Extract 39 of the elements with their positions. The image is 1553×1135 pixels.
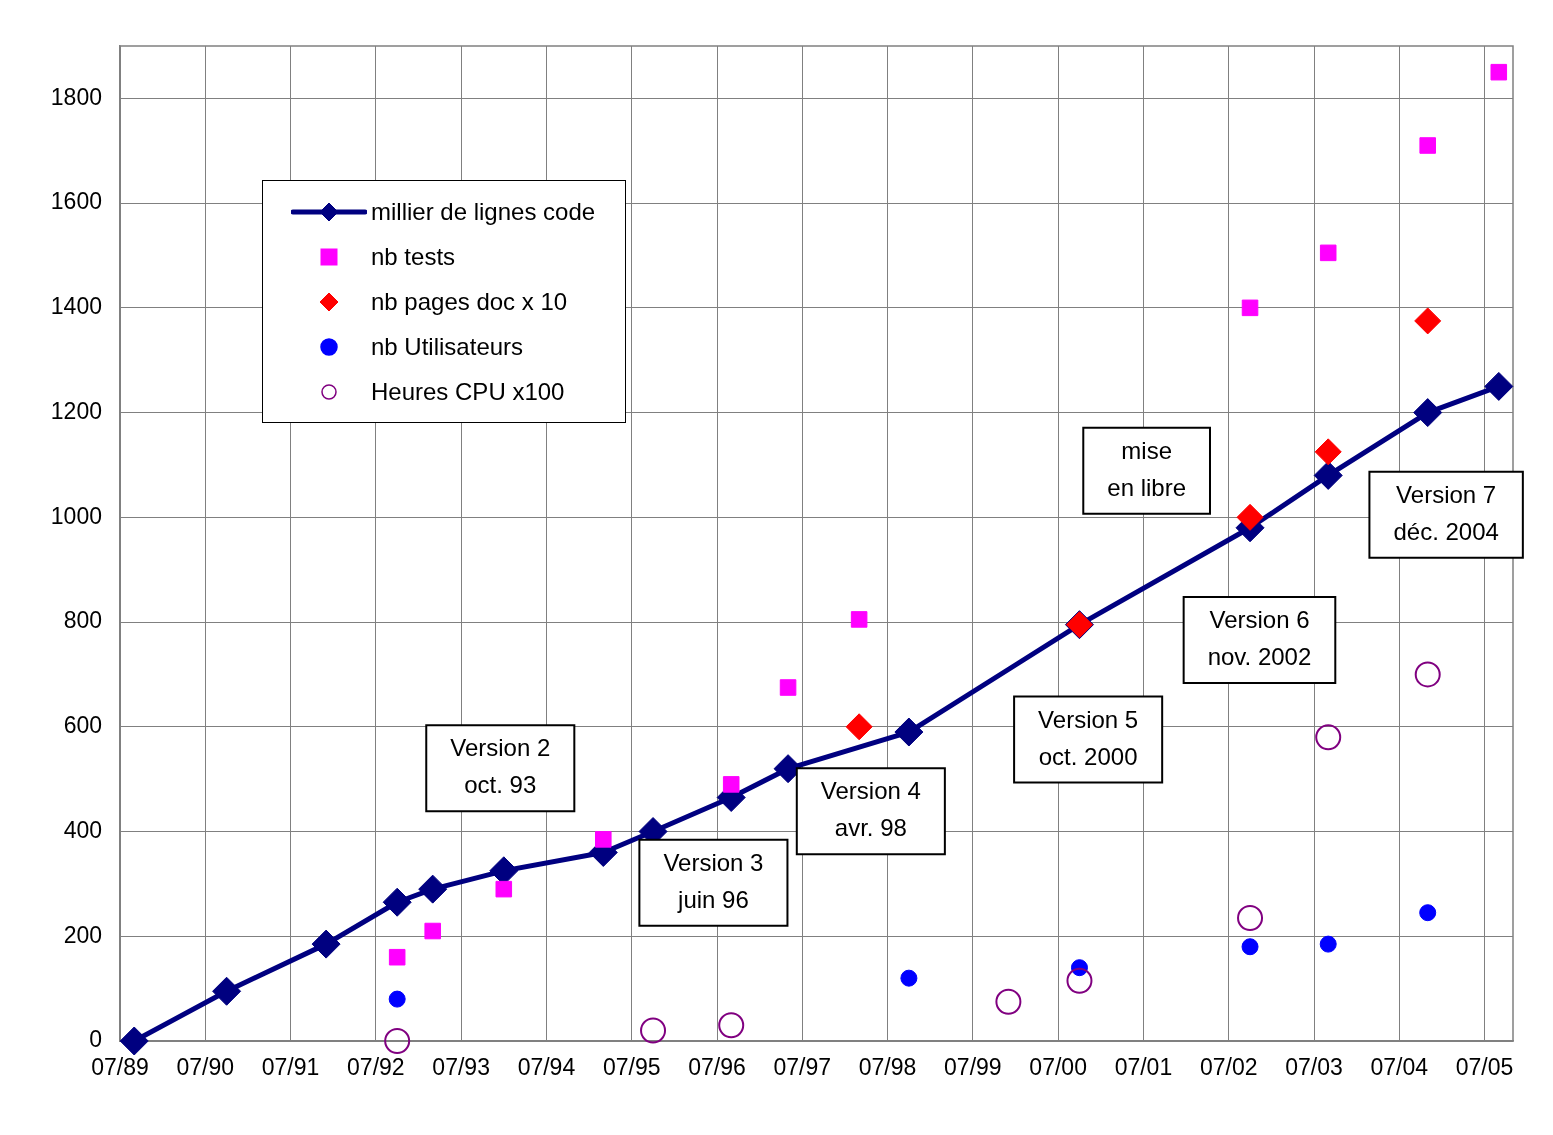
annotation: Version 6 nov. 2002 [1207,606,1312,671]
annotation: mise en libre [1107,436,1186,501]
x-tick-label: 07/97 [773,1054,832,1081]
legend-label: nb tests [371,242,456,271]
x-tick-label: 07/96 [688,1054,746,1081]
x-tick-label: 07/04 [1370,1054,1429,1081]
y-tick-label: 200 [63,921,102,948]
y-tick-label: 800 [63,607,102,634]
x-tick-label: 07/92 [347,1054,405,1081]
legend-label: Heures CPU x100 [371,377,565,406]
y-tick-label: 1800 [50,83,102,110]
legend-label: millier de lignes code [371,197,596,226]
legend-label: nb pages doc x 10 [371,287,568,316]
x-tick-label: 07/89 [91,1054,149,1081]
x-tick-label: 07/01 [1114,1054,1173,1081]
x-tick-label: 07/91 [261,1054,320,1081]
x-tick-label: 07/03 [1285,1054,1343,1081]
y-tick-label: 400 [63,816,102,843]
annotation: Version 5 oct. 2000 [1038,705,1139,770]
x-tick-label: 07/90 [176,1054,235,1081]
y-tick-label: 1200 [50,397,102,424]
x-tick-label: 07/98 [858,1054,917,1081]
x-tick-label: 07/93 [432,1054,490,1081]
x-tick-label: 07/05 [1455,1054,1514,1081]
annotation: Version 3 juin 96 [663,848,764,913]
annotation: Version 4 avr. 98 [820,777,921,842]
y-tick-label: 1000 [50,502,102,529]
y-tick-label: 0 [89,1026,102,1053]
y-tick-label: 1600 [50,188,102,215]
x-tick-label: 07/94 [517,1054,576,1081]
x-tick-label: 07/95 [602,1054,661,1081]
x-tick-label: 07/00 [1029,1054,1087,1081]
x-tick-label: 07/99 [944,1054,1002,1081]
legend-label: nb Utilisateurs [371,332,524,361]
annotation: Version 2 oct. 93 [450,734,551,799]
x-tick-label: 07/02 [1199,1054,1258,1081]
annotation: Version 7 déc. 2004 [1393,480,1499,545]
y-tick-label: 1400 [50,293,102,320]
y-tick-label: 600 [63,712,102,739]
